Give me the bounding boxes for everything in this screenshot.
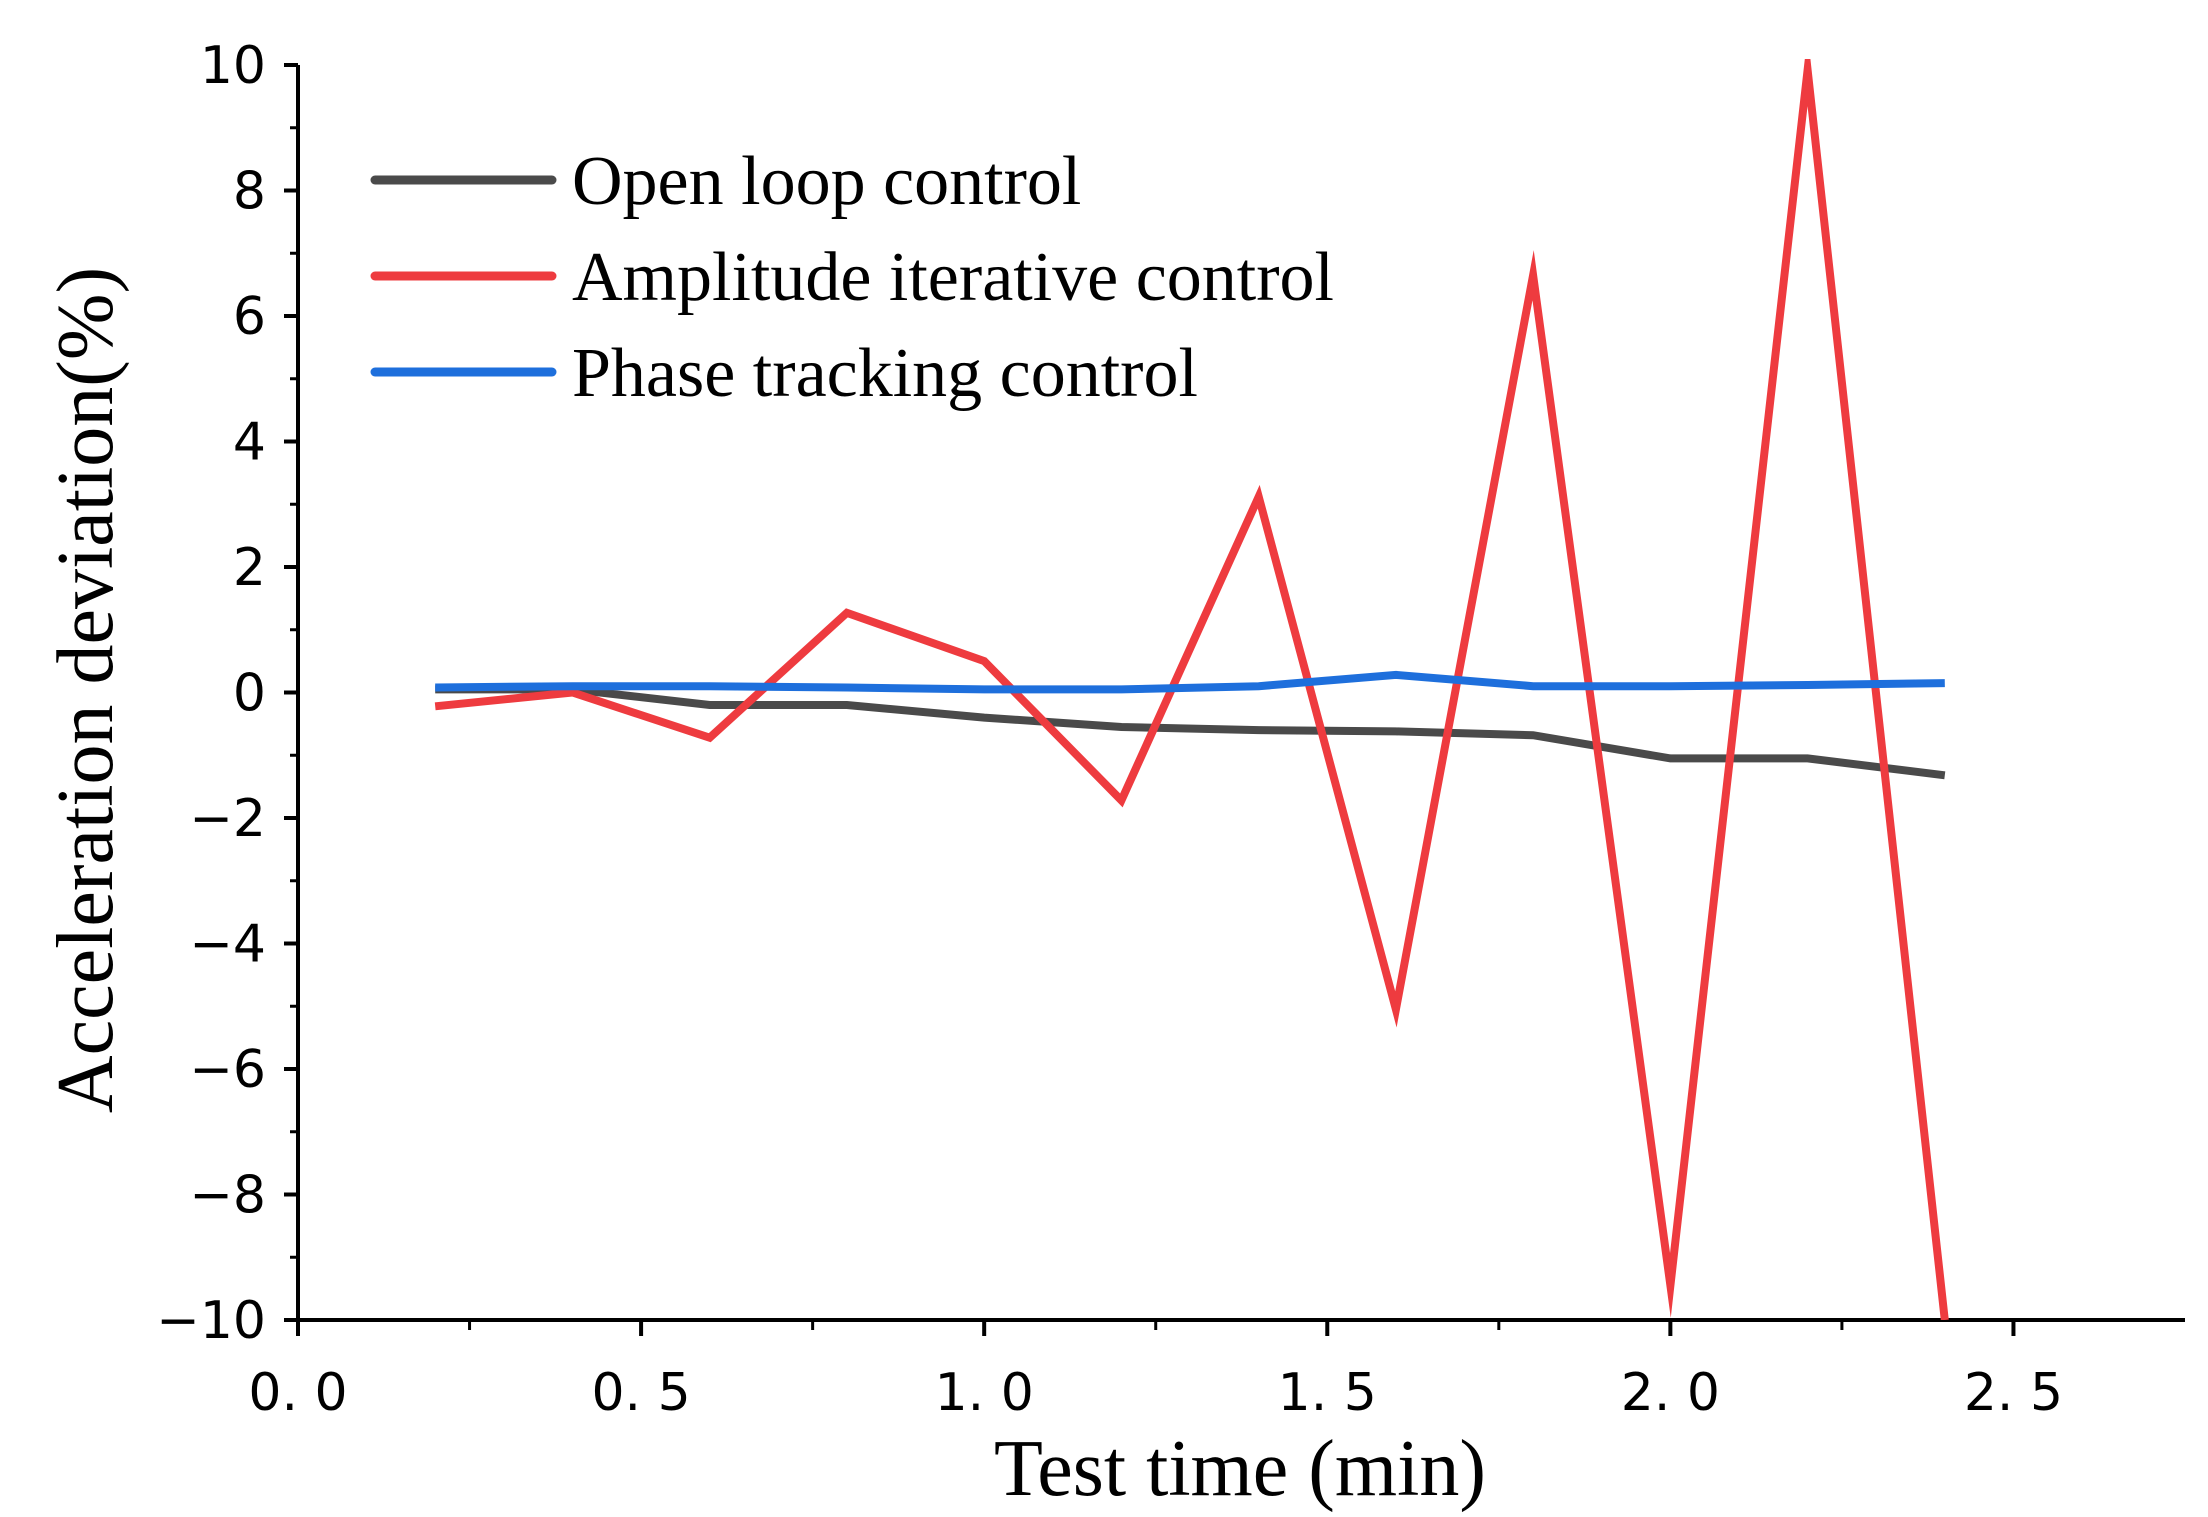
legend-label-open-loop-control: Open loop control bbox=[572, 143, 1081, 220]
y-tick-label: 8 bbox=[233, 162, 266, 222]
series-line-amplitude-iterative-control bbox=[434, 59, 1949, 1320]
y-tick-label: −10 bbox=[156, 1291, 266, 1351]
y-axis-title: Acceleration deviation(%) bbox=[42, 267, 130, 1113]
y-tick-label: 0 bbox=[233, 664, 266, 724]
series-layer bbox=[434, 59, 1949, 1320]
series-line-open-loop-control bbox=[435, 685, 1946, 780]
y-tick-label: 2 bbox=[233, 538, 266, 598]
y-tick-label: −6 bbox=[189, 1040, 266, 1100]
y-tick-label: 4 bbox=[233, 413, 266, 473]
y-tick-label: 6 bbox=[233, 287, 266, 347]
y-tick-label: −2 bbox=[189, 789, 266, 849]
legend: Open loop control Amplitude iterative con… bbox=[370, 143, 1334, 412]
y-tick-label: 10 bbox=[200, 36, 266, 96]
x-tick-label: 0. 5 bbox=[591, 1363, 690, 1423]
y-tick-label: −4 bbox=[189, 915, 266, 975]
y-tick-label: −8 bbox=[189, 1166, 266, 1226]
x-tick-label: 2. 5 bbox=[1964, 1363, 2063, 1423]
legend-label-amplitude-iterative-control: Amplitude iterative control bbox=[572, 239, 1334, 316]
x-axis-title: Test time (min) bbox=[994, 1425, 1486, 1513]
x-tick-label: 2. 0 bbox=[1621, 1363, 1720, 1423]
x-tick-label: 1. 0 bbox=[935, 1363, 1034, 1423]
axes: −10 −8 −6 −4 −2 0 2 4 6 8 10 0. 0 0. 5 1. 0 1. 5 2. 0 2.… bbox=[156, 36, 2185, 1423]
x-tick-label: 0. 0 bbox=[248, 1363, 347, 1423]
series-line-phase-tracking-control bbox=[435, 670, 1945, 694]
legend-label-phase-tracking-control: Phase tracking control bbox=[572, 335, 1198, 412]
x-tick-label: 1. 5 bbox=[1278, 1363, 1377, 1423]
